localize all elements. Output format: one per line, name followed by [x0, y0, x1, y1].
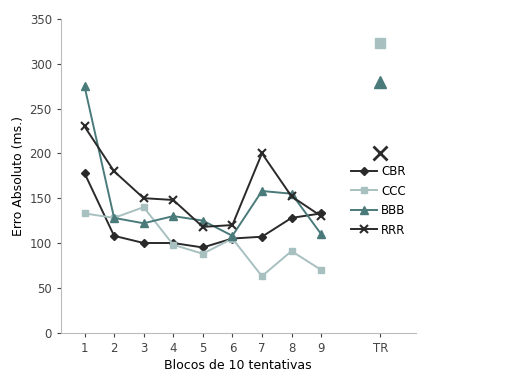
X-axis label: Blocos de 10 tentativas: Blocos de 10 tentativas: [164, 359, 312, 372]
Legend: CBR, CCC, BBB, RRR: CBR, CCC, BBB, RRR: [351, 165, 406, 237]
Y-axis label: Erro Absoluto (ms.): Erro Absoluto (ms.): [12, 116, 25, 236]
